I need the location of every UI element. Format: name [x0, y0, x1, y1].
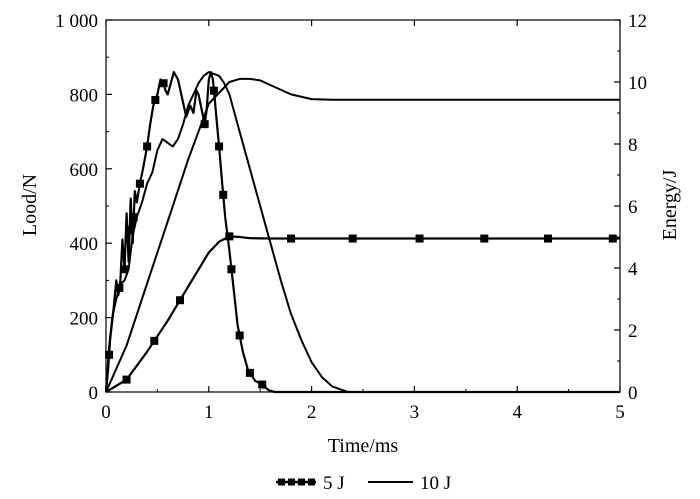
series-5-j-energy-marker	[150, 336, 159, 345]
plot-frame	[105, 19, 621, 393]
y-left-tick-label: 800	[70, 85, 99, 106]
y-left-tick-label: 200	[70, 309, 99, 330]
series-5-j-energy-marker	[225, 232, 234, 241]
series-5-j-load-marker	[129, 213, 138, 222]
y-left-tick-label: 400	[70, 234, 99, 255]
x-tick-label: 0	[101, 402, 111, 423]
legend-item-10j: 10 J	[368, 473, 451, 494]
x-axis-label: Time/ms	[328, 435, 399, 457]
series-5-j-energy-marker	[176, 296, 185, 305]
series-5-j-load-marker	[120, 265, 129, 274]
y-right-tick-label: 0	[628, 383, 638, 404]
legend-5j-marker	[308, 478, 315, 486]
series-5-j-energy-marker	[122, 375, 131, 384]
y-right-axis-label: Energy/J	[659, 169, 681, 240]
series-5-j-load-marker	[200, 120, 209, 129]
x-tick-label: 4	[512, 402, 522, 423]
series-5-j-energy-marker	[287, 234, 296, 243]
series-5-j-energy-marker	[415, 234, 424, 243]
series-5-j-load-marker	[235, 331, 244, 340]
series-5-j-load-line	[104, 71, 620, 394]
series-5-j-load-marker	[245, 368, 254, 377]
y-right-tick-label: 10	[628, 73, 647, 94]
series-5-j-energy-marker	[480, 234, 489, 243]
series-5-j-load-marker	[125, 226, 134, 235]
x-tick-label: 2	[307, 402, 317, 423]
y-left-tick-label: 600	[70, 160, 99, 181]
x-tick-label: 5	[615, 402, 625, 423]
y-left-tick-label: 1 000	[55, 11, 98, 32]
series-5-j-load-marker	[143, 142, 152, 151]
series-5-j-load-marker	[151, 95, 160, 104]
series-5-j-energy-marker	[544, 234, 553, 243]
legend-item-5j: 5 J	[276, 473, 345, 494]
legend-5j-marker	[278, 478, 285, 486]
legend-5j-marker	[288, 478, 295, 486]
legend-5j-marker	[298, 478, 305, 486]
y-right-tick-label: 8	[628, 135, 638, 156]
series-5-j-load-marker	[159, 79, 168, 88]
series-5-j-load-marker	[219, 190, 228, 199]
x-tick-label: 3	[410, 402, 420, 423]
series-5-j-load-marker	[209, 86, 218, 95]
y-right-tick-label: 2	[628, 321, 638, 342]
series-5-j-energy-line	[105, 235, 620, 393]
series-5-j-energy-marker	[608, 234, 617, 243]
series-5-j-load-marker	[227, 265, 236, 274]
series-10-j-energy-line	[105, 77, 620, 393]
series-5-j-energy-marker	[348, 234, 357, 243]
y-right-tick-label: 12	[628, 11, 647, 32]
legend: 5 J 10 J	[276, 473, 451, 494]
plot-area	[104, 71, 620, 394]
legend-10j-label: 10 J	[420, 473, 451, 494]
x-tick-label: 1	[204, 402, 214, 423]
y-right-tick-label: 4	[628, 259, 638, 280]
series-5-j-load-marker	[215, 142, 224, 151]
legend-5j-label: 5 J	[323, 473, 345, 494]
y-left-axis-label: Lood/N	[19, 174, 41, 236]
series-5-j-load-marker	[135, 179, 144, 188]
y-left-tick-label: 0	[89, 383, 99, 404]
y-right-tick-label: 6	[628, 197, 638, 218]
series-5-j-load-marker	[258, 380, 267, 389]
series-10-j-load-line	[105, 71, 620, 393]
